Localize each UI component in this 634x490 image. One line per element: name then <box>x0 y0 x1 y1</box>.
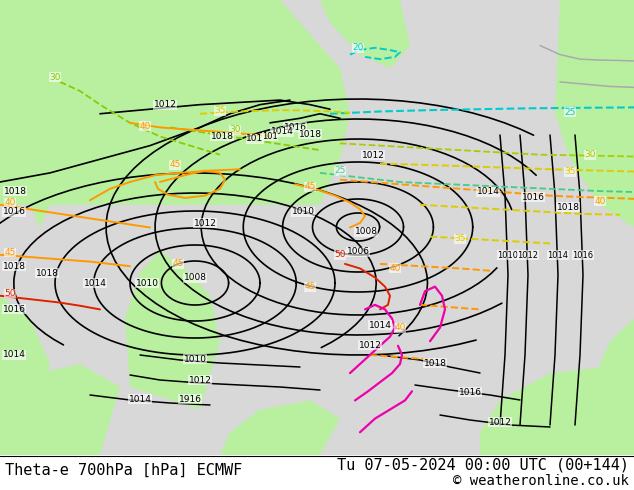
Text: 1010: 1010 <box>136 278 158 288</box>
Text: 40: 40 <box>594 196 605 206</box>
Text: 45: 45 <box>4 248 16 257</box>
Text: 1014: 1014 <box>271 127 294 136</box>
Text: Tu 07-05-2024 00:00 UTC (00+144): Tu 07-05-2024 00:00 UTC (00+144) <box>337 457 629 472</box>
Polygon shape <box>38 74 62 90</box>
Text: 30: 30 <box>585 150 596 159</box>
Polygon shape <box>0 0 180 205</box>
Polygon shape <box>82 177 98 187</box>
Polygon shape <box>0 49 20 61</box>
Text: 40: 40 <box>394 323 406 332</box>
Polygon shape <box>0 0 350 205</box>
Text: 45: 45 <box>304 282 316 291</box>
Text: 25: 25 <box>564 108 576 117</box>
Text: 1018: 1018 <box>424 359 446 368</box>
Text: 1018: 1018 <box>4 187 27 196</box>
Polygon shape <box>0 0 280 227</box>
Text: 1008: 1008 <box>183 273 207 283</box>
Text: 1006: 1006 <box>347 247 370 256</box>
Text: 1012: 1012 <box>517 250 538 260</box>
Text: 1012: 1012 <box>489 417 512 426</box>
Text: 35: 35 <box>454 234 466 244</box>
Text: 1014: 1014 <box>3 350 25 359</box>
Text: 1916: 1916 <box>179 394 202 403</box>
Text: 1016: 1016 <box>458 388 481 396</box>
Text: 40: 40 <box>139 122 151 130</box>
Text: 1016: 1016 <box>522 193 545 201</box>
Text: 20: 20 <box>353 43 364 52</box>
Polygon shape <box>0 296 50 455</box>
Text: 1012: 1012 <box>193 219 216 227</box>
Text: 45: 45 <box>169 160 181 169</box>
Text: 50: 50 <box>4 289 16 298</box>
Text: 1014: 1014 <box>477 188 500 196</box>
Polygon shape <box>0 364 120 455</box>
Text: 1014: 1014 <box>129 394 152 403</box>
Text: 1014: 1014 <box>368 320 391 329</box>
Polygon shape <box>24 96 36 104</box>
Text: 30: 30 <box>230 125 241 134</box>
Text: 1018: 1018 <box>557 202 579 212</box>
Polygon shape <box>125 250 220 410</box>
Text: 45: 45 <box>304 182 316 191</box>
Text: 1018: 1018 <box>36 269 58 277</box>
Text: © weatheronline.co.uk: © weatheronline.co.uk <box>453 474 629 488</box>
Text: 1018: 1018 <box>3 262 25 270</box>
Text: 1012: 1012 <box>188 375 211 385</box>
Text: 1018: 1018 <box>299 130 321 139</box>
Text: 35: 35 <box>564 168 576 176</box>
Text: 50: 50 <box>334 250 346 259</box>
Text: 1014: 1014 <box>84 278 107 288</box>
Text: 1012: 1012 <box>361 150 384 160</box>
Polygon shape <box>0 0 200 182</box>
Text: 1016: 1016 <box>573 250 593 260</box>
Text: 1012: 1012 <box>153 100 176 109</box>
Text: 1010: 1010 <box>292 207 314 217</box>
Text: 25: 25 <box>334 166 346 175</box>
Polygon shape <box>320 0 410 68</box>
Text: 1016: 1016 <box>283 123 306 132</box>
Polygon shape <box>480 364 634 455</box>
Text: 1012: 1012 <box>359 341 382 349</box>
Text: 1010: 1010 <box>498 250 519 260</box>
Polygon shape <box>62 122 78 132</box>
Polygon shape <box>555 0 634 227</box>
Text: Theta-e 700hPa [hPa] ECMWF: Theta-e 700hPa [hPa] ECMWF <box>5 463 242 478</box>
Text: 30: 30 <box>49 73 61 82</box>
Text: 1014: 1014 <box>548 250 569 260</box>
Text: 101: 101 <box>247 134 264 143</box>
Text: 101: 101 <box>262 132 278 141</box>
Text: 45: 45 <box>172 259 184 269</box>
Polygon shape <box>575 318 634 455</box>
Text: 1016: 1016 <box>3 305 25 314</box>
Text: 35: 35 <box>214 106 226 115</box>
Polygon shape <box>220 400 340 455</box>
Text: 1018: 1018 <box>210 132 233 141</box>
Text: 1016: 1016 <box>3 207 25 216</box>
Text: 40: 40 <box>389 264 401 273</box>
Text: 1008: 1008 <box>354 227 377 237</box>
Text: 40: 40 <box>4 198 16 207</box>
Text: 1010: 1010 <box>183 354 207 364</box>
